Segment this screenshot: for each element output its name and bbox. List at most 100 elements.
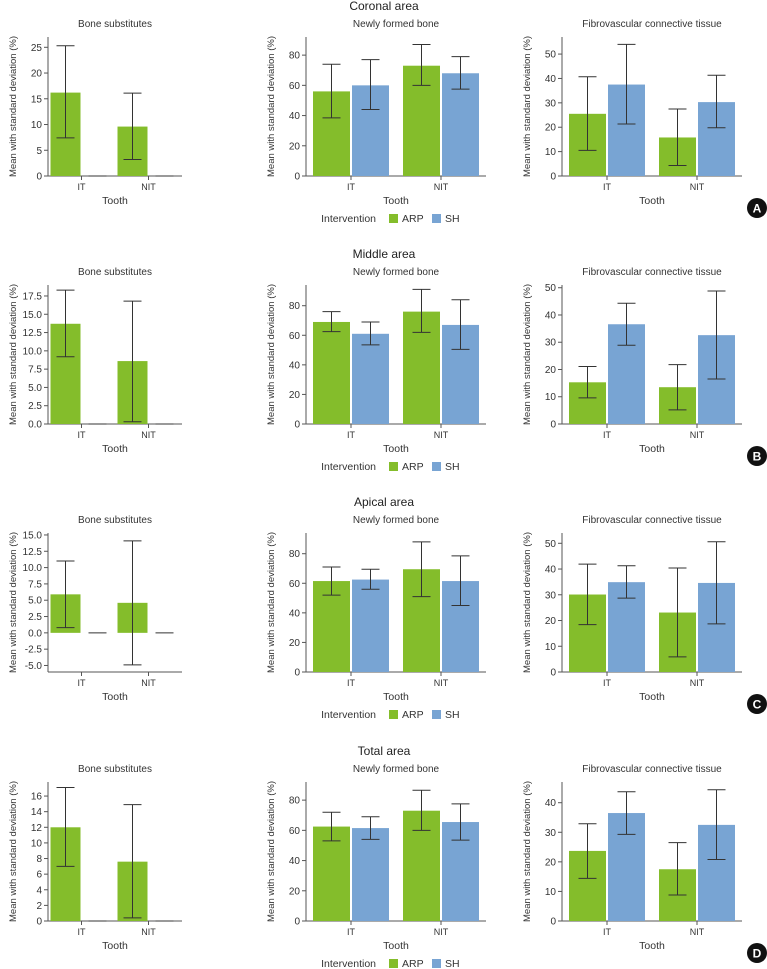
x-tick-label: IT: [78, 182, 87, 192]
panel-label: C: [753, 698, 762, 712]
y-tick-label: -2.5: [25, 645, 43, 656]
y-tick-label: 80: [289, 796, 301, 807]
y-tick-label: 60: [289, 579, 301, 590]
x-tick-label: NIT: [434, 430, 449, 440]
y-tick-label: 10: [545, 642, 557, 653]
x-tick-label: IT: [347, 927, 356, 937]
x-tick-label: NIT: [690, 678, 705, 688]
y-tick-label: 0.0: [28, 628, 42, 639]
subplot-title: Bone substitutes: [78, 515, 152, 526]
x-axis-label: Tooth: [383, 443, 409, 455]
x-tick-label: IT: [78, 430, 87, 440]
region-title: Total area: [358, 744, 411, 758]
region-title: Coronal area: [349, 0, 419, 13]
y-tick-label: 80: [289, 51, 301, 62]
y-tick-label: 0: [36, 172, 42, 183]
x-tick-label: IT: [78, 678, 87, 688]
x-tick-label: IT: [603, 182, 612, 192]
x-axis-label: Tooth: [102, 691, 128, 703]
y-tick-label: 0: [550, 917, 556, 928]
subplot-title: Newly formed bone: [353, 764, 440, 775]
y-tick-label: 6: [36, 870, 42, 881]
y-tick-label: 7.5: [28, 365, 42, 376]
x-tick-label: NIT: [141, 182, 156, 192]
y-tick-label: 12.5: [23, 328, 43, 339]
y-tick-label: 14: [31, 807, 43, 818]
subplot-title: Newly formed bone: [353, 515, 440, 526]
y-tick-label: 20: [289, 141, 301, 152]
subplot-fibrovascular-connective-tissue: Fibrovascular connective tissue Mean with…: [522, 267, 742, 455]
y-tick-label: 7.5: [28, 579, 42, 590]
subplot-fibrovascular-connective-tissue: Fibrovascular connective tissue Mean with…: [522, 515, 742, 703]
x-axis-label: Tooth: [102, 940, 128, 952]
y-tick-label: 2.5: [28, 612, 42, 623]
y-tick-label: 0: [36, 917, 42, 928]
x-axis-label: Tooth: [639, 195, 665, 207]
x-tick-label: NIT: [434, 927, 449, 937]
bar-arp-it: [313, 826, 350, 921]
y-axis-label: Mean with standard deviation (%): [8, 781, 19, 922]
panel-label: B: [753, 450, 762, 464]
y-tick-label: 20: [545, 123, 557, 134]
x-tick-label: NIT: [434, 678, 449, 688]
x-tick-label: NIT: [434, 182, 449, 192]
x-tick-label: IT: [347, 678, 356, 688]
legend-title: Intervention: [321, 709, 376, 721]
x-axis-label: Tooth: [383, 195, 409, 207]
y-tick-label: 0.0: [28, 420, 42, 431]
x-tick-label: IT: [347, 182, 356, 192]
y-tick-label: 0: [550, 668, 556, 679]
y-tick-label: 4: [36, 885, 42, 896]
legend-swatch-arp: [389, 959, 398, 968]
subplot-title: Bone substitutes: [78, 19, 152, 30]
legend-swatch-arp: [389, 462, 398, 471]
panel-badge: [747, 943, 767, 963]
subplot-bone-substitutes: Bone substitutes Mean with standard devia…: [8, 19, 182, 207]
bar-sh-it: [352, 828, 389, 921]
subplot-bone-substitutes: Bone substitutes Mean with standard devia…: [8, 267, 182, 455]
legend-title: Intervention: [321, 461, 376, 473]
y-axis-label: Mean with standard deviation (%): [8, 532, 19, 673]
subplot-newly-formed-bone: Newly formed bone Mean with standard devi…: [266, 267, 486, 455]
legend-swatch-sh: [432, 214, 441, 223]
y-tick-label: 2.5: [28, 401, 42, 412]
x-tick-label: IT: [603, 927, 612, 937]
subplot-title: Bone substitutes: [78, 764, 152, 775]
y-axis-label: Mean with standard deviation (%): [266, 781, 277, 922]
x-tick-label: NIT: [141, 927, 156, 937]
x-axis-label: Tooth: [383, 691, 409, 703]
legend-label: ARP: [402, 958, 424, 969]
legend: Intervention ARP SH: [321, 461, 459, 473]
bar-sh-it: [352, 333, 389, 424]
legend-label: SH: [445, 213, 460, 225]
y-tick-label: 0: [294, 917, 300, 928]
panel-label: A: [753, 202, 762, 216]
y-axis-label: Mean with standard deviation (%): [266, 284, 277, 425]
y-tick-label: 15.0: [23, 310, 43, 321]
y-tick-label: 30: [545, 338, 557, 349]
subplot-newly-formed-bone: Newly formed bone Mean with standard devi…: [266, 515, 486, 703]
y-tick-label: 60: [289, 331, 301, 342]
y-tick-label: 10: [31, 120, 43, 131]
x-axis-label: Tooth: [102, 443, 128, 455]
subplot-newly-formed-bone: Newly formed bone Mean with standard devi…: [266, 764, 486, 952]
row-b: Middle area Bone substitutes Mean with sta…: [8, 247, 767, 473]
subplot-title: Fibrovascular connective tissue: [582, 764, 722, 775]
y-tick-label: 10: [545, 147, 557, 158]
legend-label: ARP: [402, 709, 424, 721]
y-tick-label: 2: [36, 901, 42, 912]
legend-swatch-arp: [389, 214, 398, 223]
subplot-fibrovascular-connective-tissue: Fibrovascular connective tissue Mean with…: [522, 764, 742, 952]
x-axis-label: Tooth: [383, 940, 409, 952]
y-tick-label: 40: [545, 310, 557, 321]
y-axis-label: Mean with standard deviation (%): [522, 781, 533, 922]
y-tick-label: 50: [545, 283, 557, 294]
y-tick-label: 60: [289, 81, 301, 92]
subplot-bone-substitutes: Bone substitutes Mean with standard devia…: [8, 764, 182, 952]
y-tick-label: 40: [545, 565, 557, 576]
y-tick-label: 20: [289, 638, 301, 649]
y-tick-label: 17.5: [23, 291, 43, 302]
x-axis-label: Tooth: [639, 940, 665, 952]
y-tick-label: 10: [31, 838, 43, 849]
y-tick-label: 30: [545, 590, 557, 601]
